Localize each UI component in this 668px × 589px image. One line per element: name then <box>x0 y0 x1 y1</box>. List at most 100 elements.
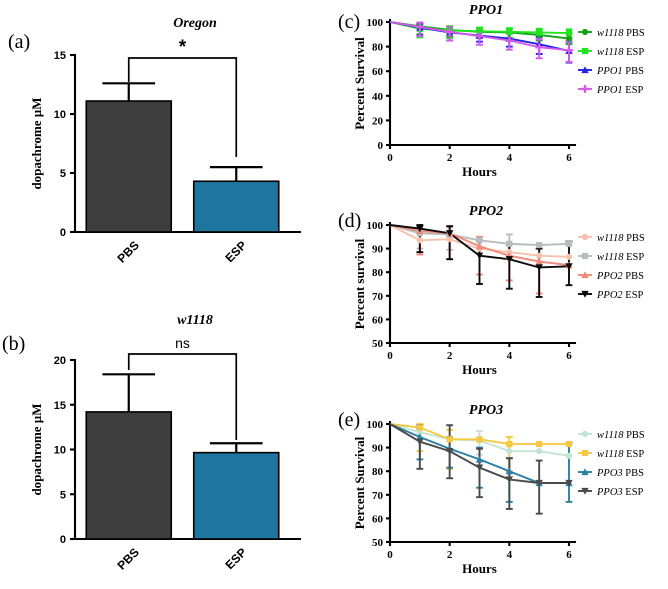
panel-c-title: PPO1 <box>469 3 503 18</box>
y-tick-label: 90 <box>372 443 384 455</box>
legend-marker <box>581 252 589 260</box>
y-tick-label: 50 <box>372 338 384 350</box>
series-marker <box>445 448 454 455</box>
legend-label: PPO3 PBS <box>596 468 644 479</box>
y-axis-title: dopachrome µM <box>29 403 44 495</box>
y-tick-label: 5 <box>60 489 66 501</box>
legend-label: w1118 PBS <box>597 430 645 441</box>
legend-marker <box>581 449 589 457</box>
series-marker <box>536 29 543 36</box>
bar-esp <box>192 451 280 540</box>
panel-b: (b) w1118 0 5 10 15 20 dopachrome µM PBS ESP ns <box>0 292 334 584</box>
x-tick-label: 4 <box>507 350 513 362</box>
category-label-esp: ESP <box>222 238 249 265</box>
x-axis-title: Hours <box>462 561 497 576</box>
series-marker <box>565 452 573 459</box>
legend-label: PPO1 ESP <box>596 85 644 96</box>
significance-bracket <box>127 57 238 157</box>
legend-strain: PPO2 <box>596 290 623 301</box>
legend-strain: w1118 <box>597 28 624 39</box>
legend-treatment: ESP <box>623 449 644 460</box>
x-tick-label: 2 <box>447 350 453 362</box>
series-marker <box>416 429 423 436</box>
series-marker <box>475 252 484 260</box>
x-tick-label: 6 <box>566 350 572 362</box>
panel-d-label: (d) <box>338 210 361 232</box>
panel-e-title: PPO3 <box>469 403 503 418</box>
panel-d-title: PPO2 <box>469 204 503 219</box>
panel-c-plot: 0 20 40 60 80 100 0 2 4 6 Percent Survival Hours w11… <box>352 17 645 179</box>
x-tick-label: 6 <box>566 152 572 164</box>
series-marker <box>536 440 543 448</box>
series-marker <box>565 263 573 270</box>
legend-strain: w1118 <box>597 47 624 58</box>
panel-c-svg: (c) PPO1 0 20 40 60 80 100 0 2 4 6 Percent Surviva… <box>338 3 645 179</box>
y-tick-label: 60 <box>372 513 384 525</box>
series-marker <box>446 436 453 443</box>
bar-esp <box>192 180 280 233</box>
category-label-esp: ESP <box>222 545 249 572</box>
y-tick-label: 0 <box>60 534 66 546</box>
x-tick-label: 6 <box>566 549 572 561</box>
legend-treatment: PBS <box>623 271 644 282</box>
series-marker <box>416 225 424 233</box>
y-axis-title: Percent Survival <box>352 37 367 130</box>
legend-treatment: PBS <box>623 468 644 479</box>
panel-c: (c) PPO1 0 20 40 60 80 100 0 2 4 6 Percent Surviva… <box>334 0 668 195</box>
legend-label: w1118 ESP <box>597 252 644 263</box>
legend-marker <box>581 47 589 55</box>
panel-d-svg: (d) PPO2 50 60 70 80 90 100 0 2 4 6 Percent surviv… <box>338 204 645 377</box>
series-marker <box>416 237 423 244</box>
legend-strain: PPO1 <box>596 85 623 96</box>
legend-strain: w1118 <box>597 233 624 244</box>
y-tick-label: 80 <box>372 267 384 279</box>
series-marker <box>476 436 483 443</box>
legend-label: PPO3 ESP <box>596 487 644 498</box>
x-tick-label: 0 <box>387 152 393 164</box>
y-tick-label: 100 <box>367 220 384 232</box>
legend-label: PPO2 ESP <box>596 290 644 301</box>
legend-label: PPO2 PBS <box>596 271 644 282</box>
legend-label: PPO1 PBS <box>596 66 644 77</box>
legend-treatment: ESP <box>623 252 644 263</box>
series-marker <box>536 252 543 259</box>
significance-annotation: * <box>179 37 187 58</box>
bar-pbs <box>85 100 173 233</box>
legend-marker <box>581 66 589 74</box>
panel-b-plot: 0 5 10 15 20 dopachrome µM PBS ESP ns <box>29 335 302 573</box>
y-tick-label: 70 <box>372 291 384 303</box>
series-marker <box>505 256 514 263</box>
series-marker <box>506 440 513 448</box>
legend-label: w1118 PBS <box>597 233 645 244</box>
series-marker <box>445 230 454 237</box>
series-marker <box>536 448 543 455</box>
y-tick-label: 15 <box>54 50 66 62</box>
x-tick-label: 4 <box>507 152 513 164</box>
y-tick-label: 0 <box>378 140 384 152</box>
series-marker <box>506 28 513 35</box>
series-marker <box>535 257 543 265</box>
legend-marker <box>581 233 589 241</box>
bar-pbs <box>85 411 173 540</box>
y-tick-label: 20 <box>372 115 384 127</box>
y-tick-label: 60 <box>372 66 384 78</box>
legend-treatment: ESP <box>623 487 644 498</box>
panel-a: (a) Oregon 0 5 10 15 dopachrome µM PBS ESP * <box>0 0 334 292</box>
series-marker <box>475 464 484 472</box>
series-marker <box>535 479 543 487</box>
y-tick-label: 10 <box>54 109 66 121</box>
legend-marker <box>581 430 589 438</box>
legend-treatment: PBS <box>623 430 644 441</box>
series-marker <box>475 455 484 463</box>
significance-bracket <box>127 353 238 440</box>
series-marker <box>565 35 573 42</box>
panel-b-title: w1118 <box>177 313 213 328</box>
panel-a-plot: 0 5 10 15 dopachrome µM PBS ESP * <box>29 37 302 266</box>
series-marker <box>505 467 514 475</box>
legend-marker <box>581 290 589 298</box>
y-tick-label: 50 <box>372 537 384 549</box>
x-tick-label: 0 <box>387 350 393 362</box>
series-marker <box>565 29 573 37</box>
series-marker <box>476 237 483 244</box>
